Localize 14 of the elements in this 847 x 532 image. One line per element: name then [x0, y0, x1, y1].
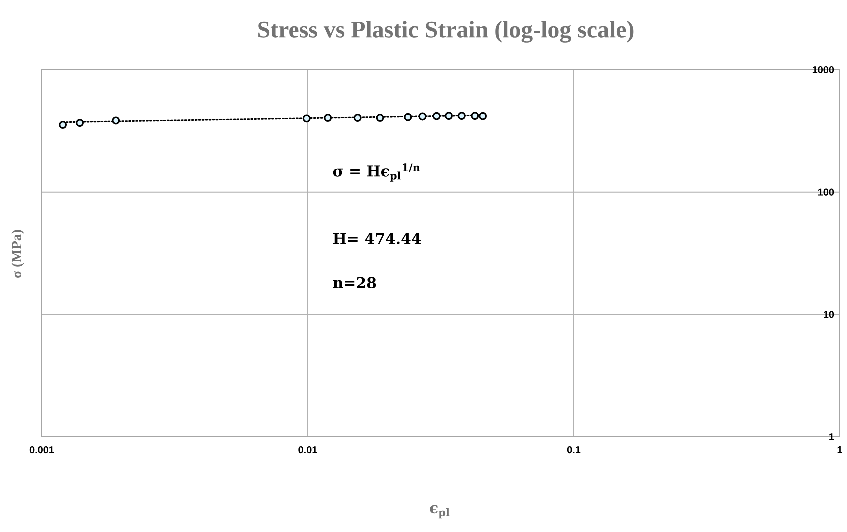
annotation: σ = Hϵ$_{pl}$1/n [333, 164, 420, 182]
y-tick-label: 100 [818, 188, 834, 196]
x-tick-label: 0.01 [298, 446, 318, 454]
y-axis-title: σ (MPa) [12, 230, 24, 278]
x-tick-label: 0.1 [567, 446, 581, 454]
annotation: H= 474.44 [333, 233, 422, 244]
y-tick-label: 10 [824, 311, 834, 318]
y-tick-label: 1 [830, 434, 834, 440]
annotation: n=28 [333, 277, 376, 289]
x-axis-title: ϵ$_{pl}$ [430, 505, 450, 519]
y-tick-label: 1000 [812, 66, 834, 74]
x-tick-label: 0.001 [30, 446, 54, 454]
x-tick-label: 1 [838, 446, 842, 454]
chart-title: Stress vs Plastic Strain (log-log scale) [258, 21, 634, 43]
